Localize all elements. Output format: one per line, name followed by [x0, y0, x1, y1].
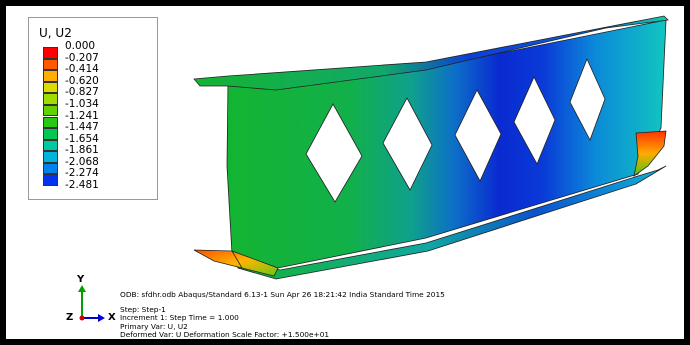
legend-value-label: -0.207	[65, 51, 99, 64]
legend-swatch	[43, 116, 58, 129]
legend-value-label: -0.620	[65, 74, 99, 87]
legend-title: U, U2	[39, 26, 72, 40]
right-end-flange	[633, 130, 667, 177]
contour-legend: U, U2 0.000 -0.207 -0.414 -0.620 -0.827 -1.03…	[28, 17, 158, 200]
legend-swatch	[43, 58, 58, 71]
legend-swatch	[43, 70, 58, 82]
legend-swatch	[43, 47, 58, 59]
legend-swatch	[43, 174, 58, 186]
odb-info-block: ODB: sfdhr.odb Abaqus/Standard 6.13-1 Su…	[120, 290, 445, 340]
legend-swatch	[43, 93, 58, 105]
web-opening-5	[569, 57, 606, 141]
triad-y-label: Y	[77, 274, 85, 285]
legend-value-label: -2.274	[65, 167, 99, 180]
legend-value-label: -1.034	[65, 97, 99, 110]
legend-value-label: 0.000	[65, 40, 96, 52]
web-opening-2	[382, 97, 433, 191]
legend-swatch	[43, 162, 58, 175]
legend-color-bar	[43, 47, 58, 186]
legend-value-label: -1.447	[65, 121, 99, 134]
legend-value-label: -1.654	[65, 132, 99, 145]
legend-swatch	[43, 139, 58, 152]
top-flange	[193, 15, 669, 91]
web-opening-3	[454, 89, 502, 182]
legend-value-label: -1.861	[65, 144, 99, 157]
triad-z-label: Z	[66, 312, 74, 323]
primary-var-line: Primary Var: U, U2	[120, 321, 188, 331]
odb-info-line: ODB: sfdhr.odb Abaqus/Standard 6.13-1 Su…	[120, 290, 445, 299]
legend-swatch	[43, 81, 58, 94]
legend-swatch	[43, 151, 58, 163]
axis-triad: Y Z X	[56, 274, 126, 330]
bottom-flange	[231, 165, 667, 280]
deformed-var-line: Deformed Var: U Deformation Scale Factor…	[120, 330, 330, 340]
increment-info-line: Increment 1: Step Time = 1.000	[120, 313, 239, 323]
contour-plot-viewport[interactable]	[6, 6, 684, 339]
step-info-line: Step: Step-1	[120, 304, 166, 314]
legend-value-label: -2.068	[65, 155, 99, 168]
legend-swatch	[43, 104, 58, 117]
legend-value-label: -0.414	[65, 63, 99, 76]
legend-value-label: -2.481	[65, 179, 99, 191]
triad-x-label: X	[108, 312, 116, 323]
legend-value-label: -1.241	[65, 109, 99, 122]
web-opening-4	[513, 76, 556, 165]
legend-value-label: -0.827	[65, 86, 99, 99]
legend-swatch	[43, 128, 58, 140]
beam-web	[226, 19, 667, 269]
web-opening-1	[305, 103, 363, 203]
